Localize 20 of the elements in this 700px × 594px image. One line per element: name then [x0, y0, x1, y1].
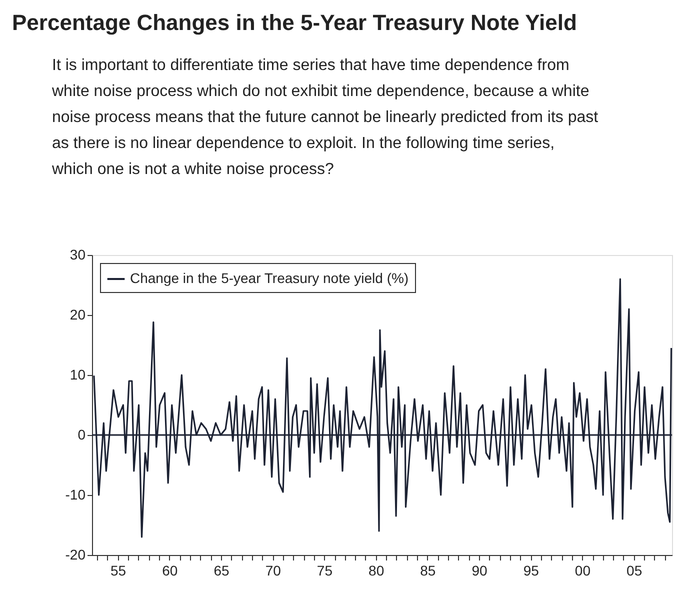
x-tick-label: 05 [626, 562, 642, 578]
legend-label: Change in the 5-year Treasury note yield (%) [130, 270, 409, 286]
x-tick-label: 80 [368, 562, 384, 578]
y-tick-label: -20 [65, 546, 86, 562]
text: It is important to differentiate time series that have time dependence from white noise process which do not exhibit time dependence, because a white noise process means that the future cannot be linearly predicted from its past as there is no linear dependence to exploit. In the following time series, which one is not a white noise process? [51, 57, 599, 178]
x-tick-label: 65 [214, 562, 230, 578]
y-tick-label: 10 [70, 366, 86, 382]
x-tick-label: 95 [523, 562, 540, 578]
y-tick-label: 30 [70, 246, 86, 262]
x-tick-label: 90 [472, 562, 488, 578]
x-tick-label: 00 [574, 562, 591, 578]
y-tick-label: 20 [70, 306, 86, 322]
x-tick-label: 70 [265, 562, 282, 578]
y-tick-label: 0 [78, 426, 86, 442]
x-tick-label: 75 [316, 562, 333, 578]
chart-title: Percentage Changes in the 5-Year Treasury Note Yield [12, 10, 577, 35]
x-tick-label: 85 [420, 562, 436, 578]
y-tick-label: -10 [65, 486, 86, 502]
x-tick-label: 60 [162, 562, 178, 578]
x-tick-label: 55 [110, 562, 126, 578]
